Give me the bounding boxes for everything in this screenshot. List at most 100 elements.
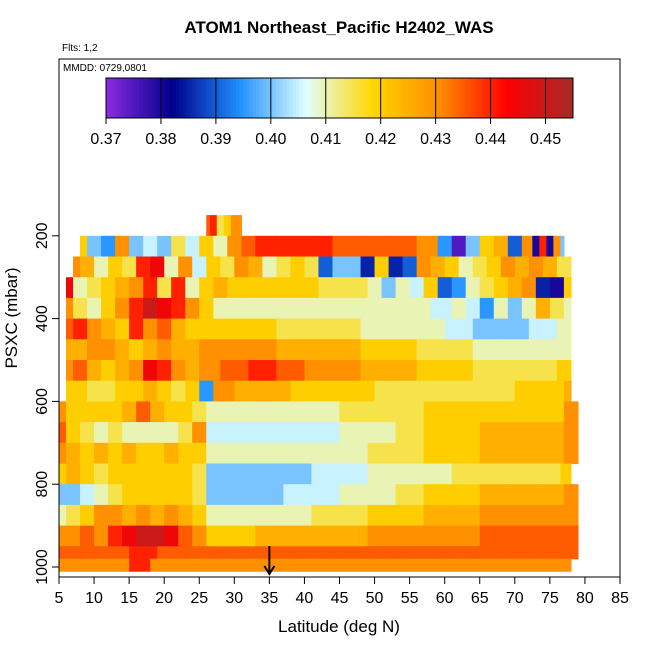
heatmap-cell	[507, 525, 537, 547]
heatmap-cell	[458, 256, 474, 278]
heatmap-cell	[171, 360, 186, 382]
heatmap-cell	[479, 401, 509, 423]
heatmap-cell	[535, 277, 551, 299]
heatmap-cell	[216, 215, 225, 237]
x-tick-label: 85	[611, 590, 629, 607]
heatmap-cell	[500, 339, 530, 361]
heatmap-cell	[101, 339, 116, 361]
colorbar-segment	[472, 78, 477, 118]
heatmap-cell	[241, 235, 256, 258]
heatmap-cell	[150, 525, 165, 547]
heatmap-cell	[171, 318, 186, 340]
heatmap-cell	[129, 558, 151, 572]
heatmap-cell	[560, 463, 572, 485]
y-tick-label: 200	[34, 222, 51, 249]
heatmap-cell	[255, 525, 284, 547]
heatmap-cell	[318, 256, 334, 278]
heatmap-cell	[136, 525, 151, 547]
colorbar-segment	[279, 78, 284, 118]
heatmap-cell	[479, 277, 495, 299]
heatmap-cell	[178, 256, 193, 278]
heatmap-cell	[388, 360, 418, 382]
colorbar-segment	[212, 78, 217, 118]
heatmap-cell	[94, 525, 109, 547]
heatmap-cell	[199, 297, 214, 320]
x-axis-ticks: 5 10 15 20 25 30 35 40 45 50 55 60 65 70 75 80 85	[55, 577, 629, 607]
heatmap-cell	[542, 380, 565, 402]
colorbar-segment	[409, 78, 414, 118]
heatmap-cell	[66, 484, 81, 506]
heatmap-cell	[122, 256, 137, 278]
heatmap-cell	[206, 422, 228, 444]
heatmap-cell	[402, 297, 432, 320]
heatmap-cell	[276, 360, 306, 382]
colorbar-segment	[382, 78, 387, 118]
colorbar-segment	[242, 78, 247, 118]
heatmap-cell	[157, 235, 172, 258]
heatmap-cell	[409, 546, 439, 560]
heatmap-cell	[94, 401, 109, 423]
heatmap-cell	[339, 484, 369, 506]
colorbar-tick-label: 0.43	[420, 131, 451, 148]
heatmap-cell	[318, 277, 348, 299]
heatmap-cell	[479, 422, 509, 444]
heatmap-cell	[80, 442, 95, 465]
x-tick-label: 55	[401, 590, 419, 607]
heatmap-cell	[283, 422, 313, 444]
heatmap-cell	[108, 401, 123, 423]
heatmap-cell	[122, 525, 137, 547]
heatmap-cell	[304, 318, 334, 340]
heatmap-cell	[451, 442, 481, 465]
colorbar-segment	[412, 78, 417, 118]
heatmap-cell	[220, 318, 249, 340]
heatmap-cell	[416, 339, 446, 361]
heatmap-cell	[395, 277, 411, 299]
heatmap-cell	[339, 401, 369, 423]
heatmap-cell	[143, 339, 158, 361]
heatmap-cell	[374, 297, 404, 320]
colorbar-segment	[302, 78, 307, 118]
colorbar-segment	[342, 78, 347, 118]
heatmap-cell	[171, 297, 186, 320]
heatmap-cell	[290, 297, 320, 320]
colorbar-segment	[556, 78, 561, 118]
heatmap-cell	[311, 463, 341, 485]
colorbar-segment	[182, 78, 187, 118]
heatmap-cell	[339, 422, 369, 444]
heatmap-cell	[437, 546, 467, 560]
x-tick-label: 10	[85, 590, 103, 607]
heatmap-cell	[66, 297, 74, 320]
heatmap-cell	[556, 318, 572, 340]
colorbar-tick-label: 0.38	[145, 131, 176, 148]
heatmap-cell	[87, 360, 102, 382]
x-tick-label: 30	[225, 590, 243, 607]
heatmap-cell	[199, 558, 228, 572]
heatmap-cell	[171, 235, 186, 258]
colorbar-segment	[422, 78, 427, 118]
heatmap-cell	[101, 318, 116, 340]
colorbar-segment	[519, 78, 524, 118]
colorbar-segment	[322, 78, 327, 118]
heatmap-cell	[535, 442, 565, 465]
colorbar-segment	[406, 78, 411, 118]
heatmap-cell	[199, 235, 214, 258]
heatmap-cell	[255, 484, 284, 506]
heatmap-cell	[437, 235, 453, 258]
heatmap-cell	[227, 235, 242, 258]
heatmap-cell	[262, 380, 292, 402]
heatmap-cell	[164, 256, 179, 278]
heatmap-cell	[395, 504, 425, 527]
heatmap-cell	[59, 546, 74, 560]
colorbar-segment	[149, 78, 154, 118]
heatmap-cell	[507, 504, 537, 527]
colorbar-segment	[126, 78, 130, 118]
heatmap-cell	[500, 360, 530, 382]
y-tick-label: 1000	[34, 549, 51, 585]
heatmap-cell	[206, 401, 228, 423]
heatmap-cell	[248, 256, 263, 278]
colorbar-segment	[499, 78, 504, 118]
colorbar-segment	[392, 78, 397, 118]
heatmap-cell	[290, 256, 306, 278]
heatmap-cell	[108, 422, 123, 444]
heatmap-cell	[192, 422, 207, 444]
